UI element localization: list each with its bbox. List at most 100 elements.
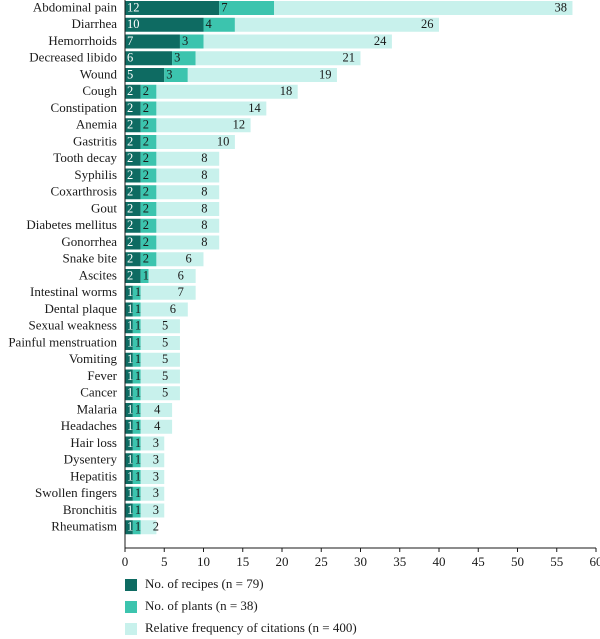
data-label: 18 bbox=[280, 84, 293, 98]
category-label: Rheumatism bbox=[51, 519, 117, 534]
x-tick-label: 50 bbox=[511, 554, 524, 569]
data-label: 2 bbox=[143, 118, 149, 132]
data-label: 1 bbox=[127, 369, 133, 383]
bar-segment bbox=[140, 419, 173, 434]
data-label: 1 bbox=[135, 369, 141, 383]
bar-segment bbox=[140, 202, 157, 216]
data-label: 1 bbox=[135, 319, 141, 333]
category-label: Bronchitis bbox=[63, 502, 117, 517]
data-label: 2 bbox=[143, 218, 149, 232]
x-tick-label: 35 bbox=[393, 554, 406, 569]
data-label: 3 bbox=[182, 34, 188, 48]
x-tick-label: 5 bbox=[161, 554, 168, 569]
x-tick-label: 60 bbox=[590, 554, 600, 569]
data-label: 3 bbox=[153, 503, 159, 517]
data-label: 1 bbox=[135, 386, 141, 400]
data-label: 2 bbox=[127, 134, 133, 148]
bar-segment bbox=[125, 168, 141, 183]
category-label: Constipation bbox=[51, 100, 118, 115]
bar-segment bbox=[274, 1, 573, 15]
bar-segment bbox=[172, 51, 196, 66]
bar-segment bbox=[125, 319, 133, 334]
bar-segment bbox=[125, 202, 141, 216]
legend-swatch bbox=[125, 579, 137, 591]
data-label: 2 bbox=[127, 101, 133, 115]
bar-segment bbox=[156, 118, 251, 133]
data-label: 5 bbox=[162, 319, 168, 333]
category-label: Dysentery bbox=[64, 452, 118, 467]
bar-segment bbox=[125, 503, 133, 518]
data-label: 2 bbox=[127, 252, 133, 266]
data-label: 2 bbox=[143, 101, 149, 115]
bar-segment bbox=[164, 68, 188, 82]
data-label: 4 bbox=[154, 402, 161, 416]
category-label: Diabetes mellitus bbox=[26, 217, 117, 232]
data-label: 4 bbox=[206, 17, 213, 31]
category-label: Tooth decay bbox=[53, 150, 117, 165]
bar-segment bbox=[140, 336, 180, 350]
data-label: 3 bbox=[174, 51, 180, 65]
data-label: 10 bbox=[127, 17, 140, 31]
data-label: 2 bbox=[153, 520, 159, 534]
data-label: 1 bbox=[127, 285, 133, 299]
bar-segment bbox=[140, 503, 165, 518]
data-label: 2 bbox=[127, 201, 133, 215]
data-label: 26 bbox=[421, 17, 434, 31]
bar-segment bbox=[132, 386, 141, 401]
category-label: Malaria bbox=[77, 401, 118, 416]
bar-segment bbox=[140, 486, 165, 501]
data-label: 6 bbox=[127, 51, 133, 65]
bar-segment bbox=[140, 269, 149, 283]
data-label: 1 bbox=[127, 453, 133, 467]
data-label: 5 bbox=[162, 369, 168, 383]
x-tick-label: 10 bbox=[197, 554, 210, 569]
data-label: 4 bbox=[154, 419, 161, 433]
data-label: 1 bbox=[135, 302, 141, 316]
category-label: Coxarthrosis bbox=[51, 184, 117, 199]
data-label: 5 bbox=[162, 335, 168, 349]
data-label: 24 bbox=[374, 34, 387, 48]
data-label: 1 bbox=[127, 469, 133, 483]
bar-segment bbox=[125, 285, 133, 300]
data-label: 2 bbox=[127, 118, 133, 132]
bar-segment bbox=[140, 101, 157, 116]
data-label: 6 bbox=[186, 252, 192, 266]
data-label: 2 bbox=[127, 151, 133, 165]
bar-segment bbox=[125, 369, 133, 384]
legend: No. of recipes (n = 79) No. of plants (n … bbox=[125, 576, 357, 635]
bar-segment bbox=[125, 68, 165, 82]
bar-segment bbox=[140, 151, 157, 166]
bar-segment bbox=[125, 101, 141, 116]
x-tick-label: 0 bbox=[122, 554, 129, 569]
bar-segment bbox=[125, 218, 141, 233]
x-tick-label: 45 bbox=[472, 554, 485, 569]
data-label: 1 bbox=[135, 402, 141, 416]
bar-segment bbox=[125, 419, 133, 434]
bar-segment bbox=[125, 520, 133, 535]
x-tick-label: 55 bbox=[550, 554, 563, 569]
category-label: Sexual weakness bbox=[29, 318, 117, 333]
data-label: 12 bbox=[233, 118, 246, 132]
bar-segment bbox=[156, 135, 235, 149]
data-label: 2 bbox=[143, 185, 149, 199]
bar-segment bbox=[125, 84, 141, 99]
bar-segment bbox=[132, 403, 141, 417]
bar-segment bbox=[125, 235, 141, 250]
data-label: 1 bbox=[127, 319, 133, 333]
data-label: 7 bbox=[178, 285, 184, 299]
data-label: 21 bbox=[343, 51, 356, 65]
data-label: 2 bbox=[143, 201, 149, 215]
data-label: 2 bbox=[143, 252, 149, 266]
category-label: Gastritis bbox=[73, 133, 117, 148]
data-label: 2 bbox=[143, 84, 149, 98]
data-label: 2 bbox=[127, 84, 133, 98]
data-label: 1 bbox=[135, 503, 141, 517]
bar-segment bbox=[140, 218, 157, 233]
bar-segment bbox=[140, 135, 157, 149]
data-label: 38 bbox=[554, 0, 567, 14]
bar-segment bbox=[132, 302, 141, 317]
bar-segment bbox=[132, 285, 141, 300]
x-tick-label: 25 bbox=[315, 554, 328, 569]
category-label: Fever bbox=[87, 368, 117, 383]
bar-segment bbox=[140, 386, 180, 401]
